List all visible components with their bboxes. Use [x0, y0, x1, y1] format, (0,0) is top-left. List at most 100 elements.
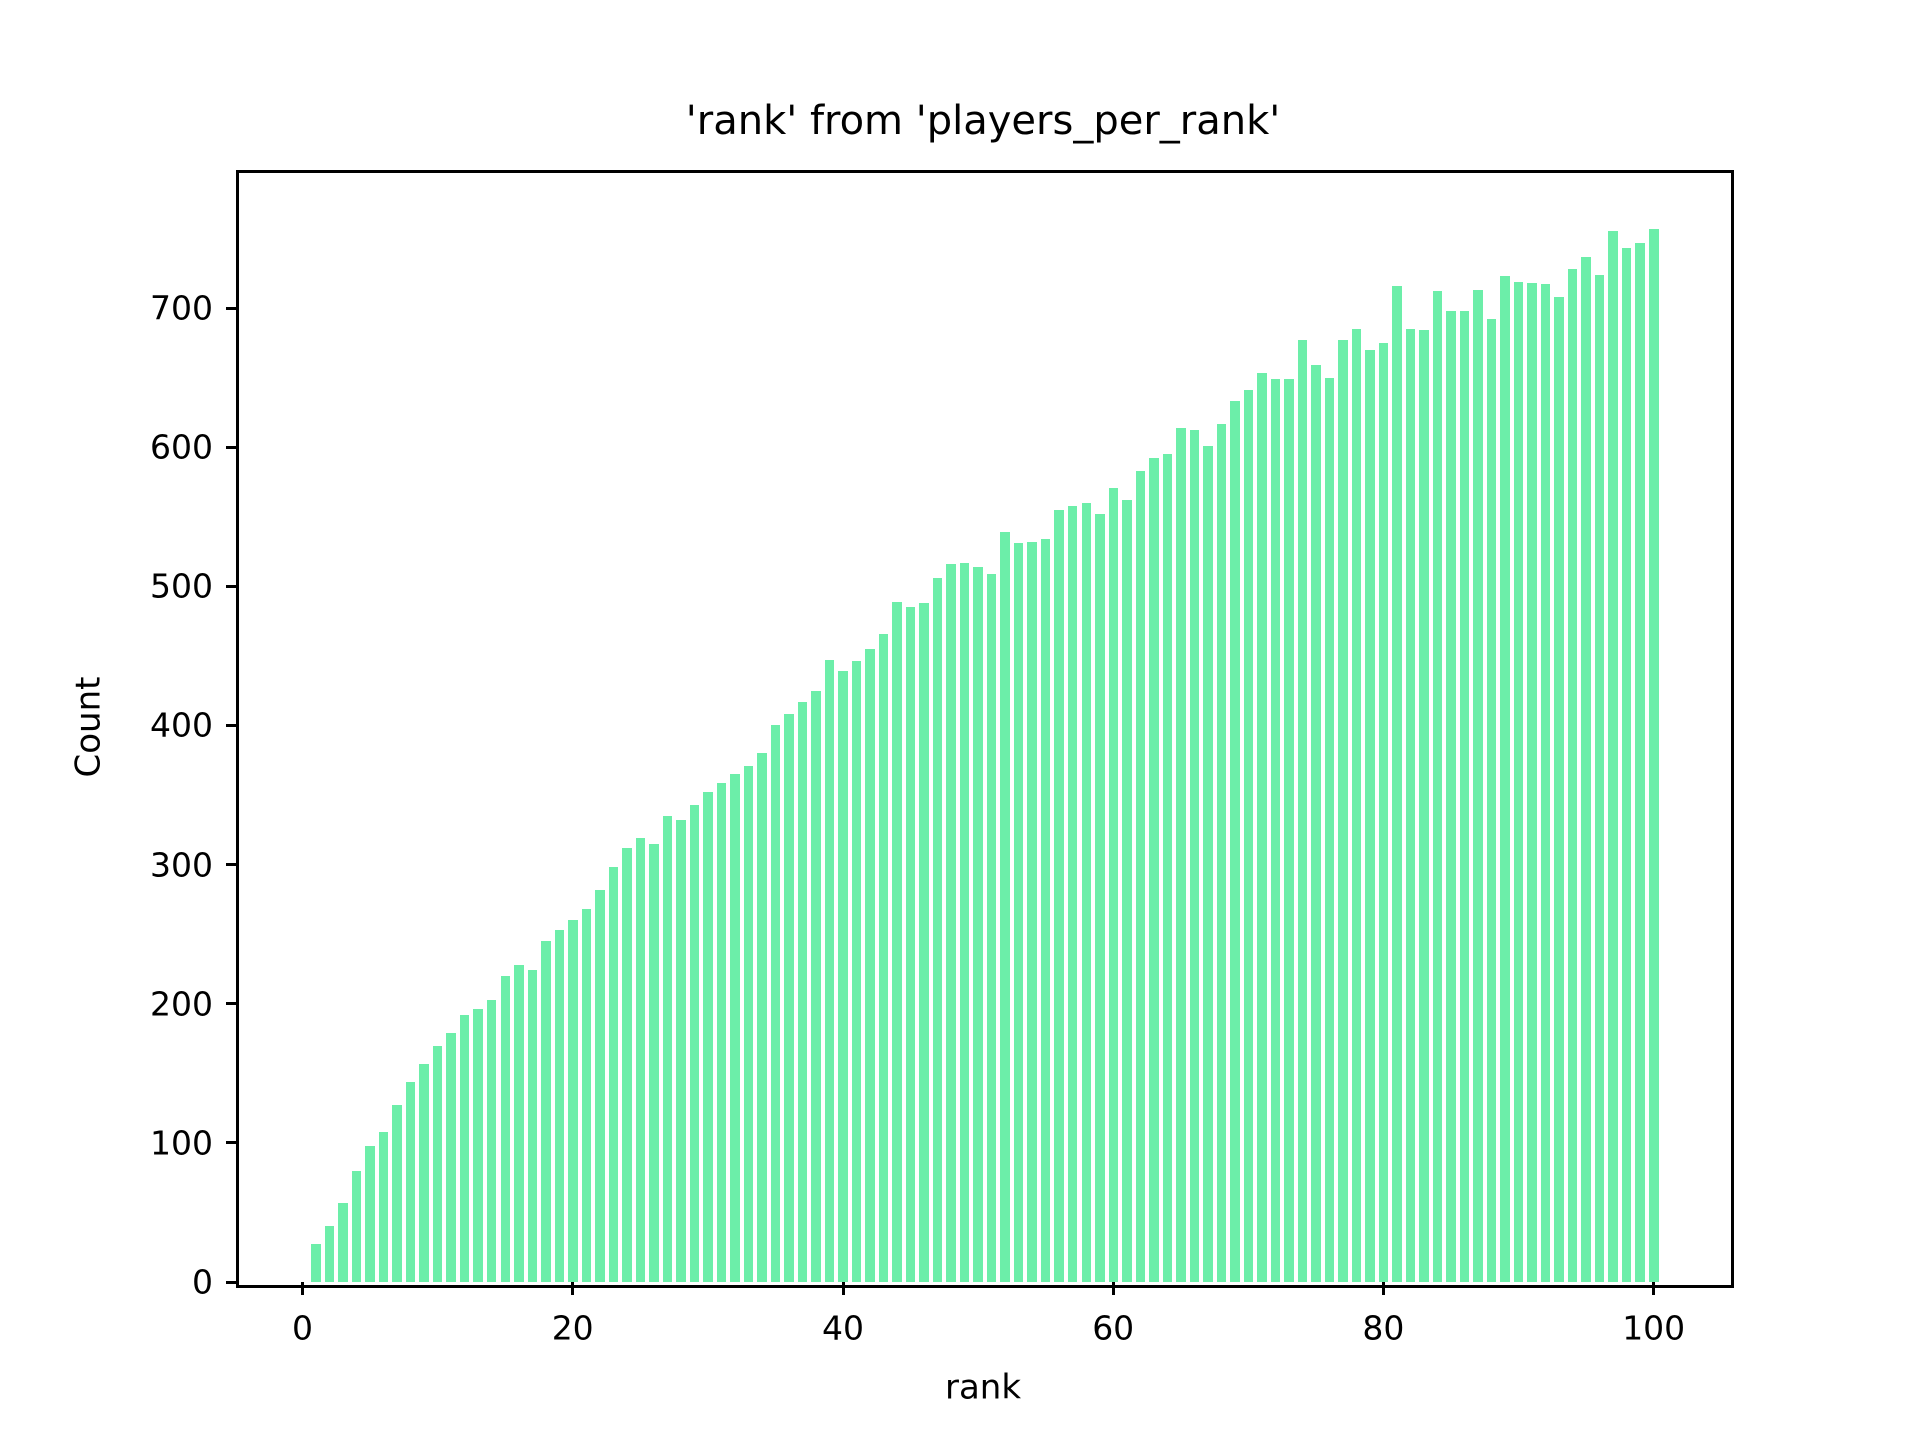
bar-rank-49: [959, 562, 970, 1282]
bar-rank-41: [851, 661, 862, 1282]
bar-rank-93: [1554, 296, 1564, 1282]
bar-rank-54: [1027, 541, 1037, 1282]
x-tick-mark-100: [1652, 1282, 1656, 1295]
bar-rank-80: [1378, 342, 1389, 1282]
bar-rank-78: [1351, 328, 1362, 1282]
bar-rank-100: [1649, 228, 1659, 1282]
bar-rank-16: [514, 964, 524, 1282]
y-axis-label: Count: [68, 676, 109, 778]
bar-rank-97: [1608, 231, 1618, 1282]
bar-rank-26: [649, 843, 659, 1282]
bar-rank-89: [1500, 276, 1510, 1282]
bar-rank-13: [473, 1009, 483, 1282]
x-tick-mark-0: [301, 1282, 304, 1295]
bar-rank-79: [1365, 349, 1375, 1282]
bar-rank-83: [1419, 330, 1429, 1282]
bar-rank-3: [338, 1202, 348, 1282]
y-tick-label-400: 400: [150, 705, 213, 745]
bar-rank-85: [1446, 310, 1456, 1282]
bar-rank-95: [1581, 256, 1591, 1282]
bar-rank-65: [1176, 427, 1186, 1282]
x-tick-mark-60: [1111, 1282, 1115, 1295]
x-tick-label-20: 20: [551, 1308, 594, 1348]
bar-rank-90: [1513, 281, 1524, 1282]
bar-rank-6: [378, 1131, 389, 1282]
bar-rank-28: [676, 820, 686, 1282]
y-tick-label-700: 700: [150, 288, 213, 328]
bar-rank-12: [459, 1014, 470, 1282]
bar-rank-72: [1270, 378, 1281, 1282]
bar-rank-21: [581, 909, 591, 1282]
bar-rank-56: [1054, 509, 1064, 1282]
bar-rank-67: [1203, 445, 1213, 1282]
bar-rank-69: [1230, 401, 1240, 1282]
bar-rank-81: [1392, 285, 1402, 1282]
bar-rank-73: [1284, 378, 1294, 1282]
x-tick-mark-20: [571, 1282, 575, 1295]
bar-rank-99: [1635, 242, 1645, 1282]
bar-rank-38: [811, 690, 821, 1282]
bar-rank-27: [662, 815, 673, 1282]
bar-rank-94: [1567, 269, 1578, 1282]
y-tick-mark-600: [226, 445, 239, 449]
y-tick-mark-200: [226, 1002, 239, 1006]
bar-rank-5: [365, 1145, 375, 1282]
y-tick-mark-300: [226, 863, 239, 867]
x-tick-mark-80: [1381, 1282, 1385, 1295]
bar-rank-45: [905, 607, 916, 1282]
bar-rank-84: [1432, 291, 1443, 1282]
y-tick-label-100: 100: [150, 1123, 213, 1163]
y-tick-mark-500: [226, 584, 239, 588]
bar-rank-46: [919, 603, 929, 1282]
x-tick-label-100: 100: [1622, 1308, 1686, 1348]
bar-rank-70: [1243, 390, 1254, 1282]
bar-rank-19: [554, 930, 564, 1282]
bar-rank-2: [324, 1226, 335, 1282]
x-tick-mark-40: [841, 1282, 845, 1295]
bar-rank-18: [541, 941, 551, 1282]
bar-rank-91: [1527, 282, 1537, 1282]
bar-rank-34: [757, 753, 767, 1282]
bar-rank-63: [1149, 458, 1159, 1282]
bar-rank-32: [730, 774, 740, 1282]
bar-rank-87: [1473, 289, 1483, 1282]
x-tick-label-60: 60: [1092, 1308, 1135, 1348]
bar-rank-44: [892, 601, 902, 1282]
bar-rank-37: [797, 701, 808, 1282]
bar-rank-58: [1081, 502, 1091, 1282]
y-tick-label-200: 200: [150, 984, 213, 1024]
y-tick-label-300: 300: [150, 845, 213, 885]
bar-rank-1: [311, 1244, 321, 1282]
bar-rank-71: [1257, 373, 1267, 1282]
y-tick-label-500: 500: [150, 566, 213, 606]
bar-rank-68: [1216, 423, 1227, 1282]
bar-rank-7: [392, 1105, 402, 1282]
bar-rank-64: [1162, 454, 1172, 1282]
bar-rank-23: [608, 867, 618, 1282]
bar-rank-11: [446, 1032, 456, 1282]
bar-rank-24: [622, 847, 632, 1282]
chart-title: 'rank' from 'players_per_rank': [685, 98, 1281, 144]
bar-rank-98: [1621, 248, 1632, 1282]
bar-rank-50: [973, 566, 983, 1282]
x-tick-label-0: 0: [292, 1308, 313, 1348]
y-tick-mark-100: [226, 1141, 239, 1145]
bar-rank-77: [1338, 340, 1348, 1282]
bar-rank-61: [1122, 500, 1132, 1282]
y-tick-mark-0: [226, 1280, 239, 1284]
bar-rank-8: [405, 1081, 416, 1282]
bar-rank-48: [946, 564, 956, 1282]
bar-rank-59: [1095, 513, 1105, 1282]
bar-rank-76: [1324, 377, 1335, 1282]
bar-rank-74: [1297, 340, 1308, 1282]
bar-rank-96: [1594, 274, 1605, 1282]
bar-rank-25: [635, 838, 646, 1282]
bar-rank-30: [703, 792, 713, 1282]
bar-rank-17: [527, 970, 537, 1282]
y-tick-label-600: 600: [150, 427, 213, 467]
bar-rank-57: [1067, 505, 1078, 1282]
bar-rank-53: [1013, 543, 1024, 1282]
bar-rank-22: [595, 889, 605, 1282]
bar-rank-9: [419, 1063, 429, 1282]
